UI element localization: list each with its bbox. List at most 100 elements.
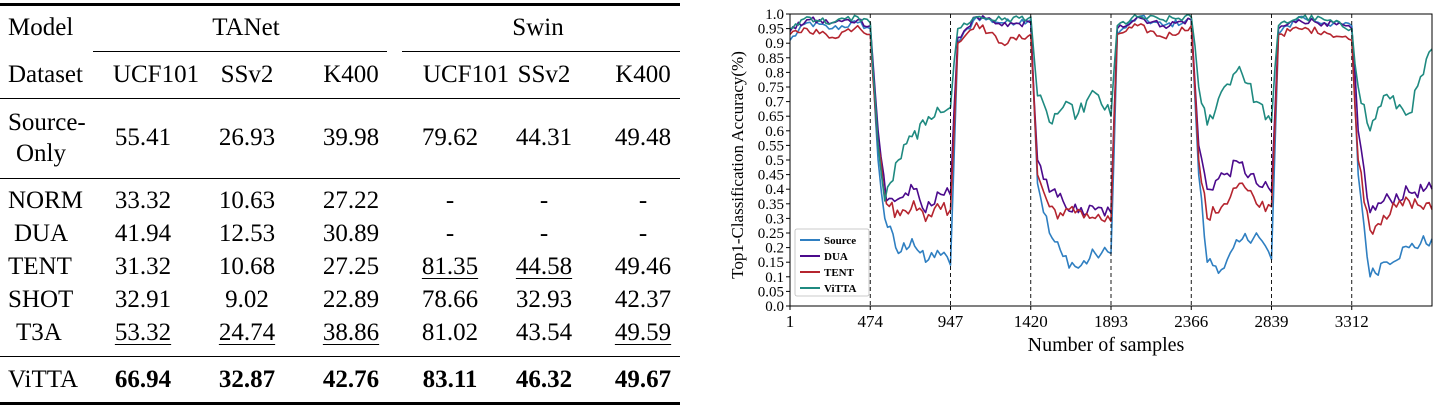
bottom-rule: [0, 402, 680, 405]
table-cell: -: [638, 187, 648, 214]
legend-box: [794, 228, 870, 297]
y-tick-label: 0.55: [758, 138, 784, 154]
source-rule: [0, 178, 680, 179]
table-cell: 41.94: [114, 220, 172, 247]
table-cell: 27.25: [322, 253, 380, 280]
x-tick-label: 474: [858, 312, 884, 331]
dataset-header: K400: [323, 61, 379, 88]
x-tick-label: 2366: [1174, 312, 1208, 331]
swin-group-rule: [402, 51, 680, 52]
y-tick-label: 0.15: [758, 255, 784, 271]
y-tick-label: 0.85: [758, 51, 784, 67]
dataset-header: SSv2: [220, 61, 274, 88]
table-cell: 24.74: [218, 319, 276, 346]
table-cell: 32.93: [515, 286, 573, 313]
y-tick-label: 0.05: [758, 284, 784, 300]
table-cell: 9.02: [225, 286, 269, 313]
table-cell: 31.32: [114, 253, 172, 280]
x-tick-label: 3312: [1335, 312, 1369, 331]
row-label: ViTTA: [8, 366, 79, 393]
dataset-header: UCF101: [422, 61, 510, 88]
series-line-source: [789, 14, 1433, 278]
legend-label: DUA: [824, 251, 848, 263]
row-label: SHOT: [8, 286, 74, 313]
row-label-source-only: Only: [16, 140, 66, 167]
y-tick-label: 0.2: [765, 241, 784, 257]
table-cell: 22.89: [322, 286, 380, 313]
x-axis-label: Number of samples: [1028, 334, 1185, 356]
header-group-tanet: TANet: [212, 14, 280, 41]
table-cell: 78.66: [421, 286, 479, 313]
legend-label: TENT: [824, 267, 855, 279]
method-rule: [0, 356, 680, 357]
row-label-source-only: Source-: [8, 109, 86, 136]
table-cell: 38.86: [322, 319, 380, 346]
table-cell: 46.32: [515, 366, 573, 393]
table-cell: -: [539, 220, 549, 247]
accuracy-chart: Top1-Classification Accuracy(%) Number o…: [722, 0, 1440, 411]
legend-label: ViTTA: [824, 283, 856, 295]
table-cell: 33.32: [114, 187, 172, 214]
table-cell: 55.41: [114, 124, 172, 151]
x-tick-label: 947: [938, 312, 964, 331]
y-tick-label: 1.0: [765, 7, 784, 23]
row-label: NORM: [8, 187, 84, 214]
legend-label: Source: [824, 235, 856, 247]
y-tick-label: 0.95: [758, 22, 784, 38]
table-cell: 30.89: [322, 220, 380, 247]
table-cell: -: [539, 187, 549, 214]
series-line-dua: [789, 15, 1433, 217]
tanet-group-rule: [93, 51, 387, 52]
table-cell: 44.58: [515, 253, 573, 280]
header-dataset: Dataset: [8, 61, 83, 88]
table-cell: 83.11: [422, 366, 478, 393]
table-cell: 49.67: [614, 366, 672, 393]
table-cell: -: [638, 220, 648, 247]
results-table: Model TANet Swin Dataset UCF101 SSv2 K40…: [0, 0, 680, 411]
y-tick-label: 0.5: [765, 153, 784, 169]
series-line-vitta: [789, 13, 1433, 202]
top-rule: [0, 3, 680, 6]
table-cell: 49.59: [614, 319, 672, 346]
y-tick-label: 0.7: [765, 95, 784, 111]
y-tick-label: 0.65: [758, 109, 784, 125]
table-cell: 49.46: [614, 253, 672, 280]
axes: 0.00.050.10.150.20.250.30.350.40.450.50.…: [758, 7, 1433, 331]
table-cell: 12.53: [218, 220, 276, 247]
table-cell: 10.68: [218, 253, 276, 280]
x-tick-label: 1: [786, 312, 795, 331]
table-cell: 10.63: [218, 187, 276, 214]
header-group-swin: Swin: [512, 14, 564, 41]
chart-svg: Top1-Classification Accuracy(%) Number o…: [728, 7, 1433, 356]
table-cell: 27.22: [322, 187, 380, 214]
dataset-header: UCF101: [112, 61, 200, 88]
header-model: Model: [8, 14, 74, 41]
y-axis-label: Top1-Classification Accuracy(%): [728, 51, 747, 279]
y-tick-label: 0.0: [765, 299, 784, 315]
table-cell: 32.87: [218, 366, 276, 393]
table-cell: 43.54: [515, 319, 573, 346]
row-label: T3A: [16, 319, 62, 346]
y-tick-label: 0.9: [765, 36, 784, 52]
series-line-tent: [789, 22, 1433, 235]
domain-boundaries: [869, 14, 1353, 306]
y-tick-label: 0.4: [765, 182, 784, 198]
table-cell: 44.31: [515, 124, 573, 151]
table-cell: 26.93: [218, 124, 276, 151]
y-tick-label: 0.6: [765, 124, 784, 140]
table-cell: 81.35: [421, 253, 479, 280]
y-tick-label: 0.75: [758, 80, 784, 96]
table-cell: 81.02: [421, 319, 479, 346]
row-label: DUA: [14, 220, 69, 247]
table-cell: 32.91: [114, 286, 172, 313]
row-label: TENT: [8, 253, 72, 280]
legend: Source DUA TENT ViTTA: [794, 228, 870, 297]
table-cell: 42.76: [322, 366, 380, 393]
table-cell: 39.98: [322, 124, 380, 151]
table-cell: -: [445, 187, 455, 214]
series-layer: [789, 13, 1433, 278]
y-tick-label: 0.25: [758, 226, 784, 242]
dataset-header: SSv2: [517, 61, 571, 88]
header-rule: [0, 98, 680, 99]
y-tick-label: 0.45: [758, 168, 784, 184]
